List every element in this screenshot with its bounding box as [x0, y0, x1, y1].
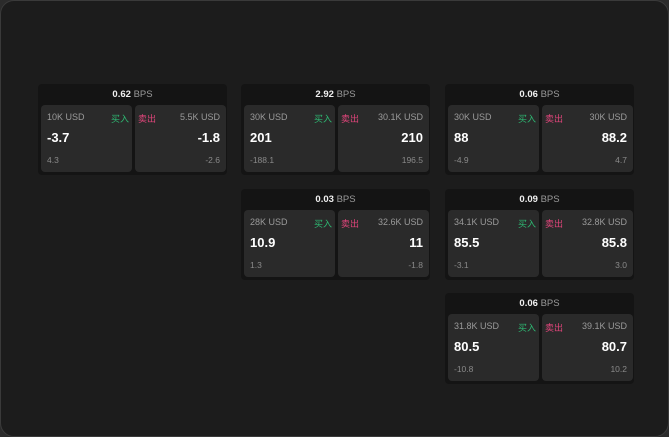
buy-price: 85.5 — [454, 235, 480, 250]
quote-card: 0.06 BPS 31.8K USD 买入 80.5 -10.8 39.1K U… — [445, 293, 634, 384]
sell-side[interactable]: 30.1K USD 卖出 210 196.5 — [338, 105, 429, 172]
buy-quantity: 28K USD — [250, 217, 288, 227]
buy-side[interactable]: 28K USD 买入 10.9 1.3 — [244, 210, 335, 277]
buy-change: -3.1 — [454, 260, 469, 270]
sell-change: -1.8 — [408, 260, 423, 270]
spread-header: 0.06 BPS — [445, 293, 634, 314]
buy-price: 201 — [250, 130, 272, 145]
sell-side[interactable]: 32.8K USD 卖出 85.8 3.0 — [542, 210, 633, 277]
spread-value: 0.06 — [519, 89, 538, 100]
sell-price: 88.2 — [601, 130, 627, 145]
spread-value: 0.62 — [112, 89, 131, 100]
sell-quantity: 30K USD — [589, 112, 627, 122]
sell-side[interactable]: 32.6K USD 卖出 11 -1.8 — [338, 210, 429, 277]
spread-value: 0.03 — [315, 194, 334, 205]
spread-header: 0.09 BPS — [445, 189, 634, 210]
sell-price: -1.8 — [197, 130, 220, 145]
quote-card: 0.06 BPS 30K USD 买入 88 -4.9 30K USD 卖出 8… — [445, 84, 634, 175]
spread-header: 2.92 BPS — [241, 84, 430, 105]
quote-card: 0.09 BPS 34.1K USD 买入 85.5 -3.1 32.8K US… — [445, 189, 634, 280]
spread-unit: BPS — [540, 194, 560, 205]
buy-price: 88 — [454, 130, 469, 145]
buy-quantity: 10K USD — [47, 112, 85, 122]
quote-card: 2.92 BPS 30K USD 买入 201 -188.1 30.1K USD… — [241, 84, 430, 175]
buy-side[interactable]: 30K USD 买入 201 -188.1 — [244, 105, 335, 172]
buy-quantity: 31.8K USD — [454, 321, 500, 331]
sell-label: 卖出 — [341, 219, 360, 229]
sell-price: 85.8 — [601, 235, 627, 250]
buy-label: 买入 — [110, 114, 129, 124]
quote-card: 0.03 BPS 28K USD 买入 10.9 1.3 32.6K USD 卖… — [241, 189, 430, 280]
buy-label: 买入 — [517, 323, 536, 333]
spread-unit: BPS — [540, 298, 560, 309]
sell-quantity: 5.5K USD — [179, 112, 220, 122]
sell-label: 卖出 — [545, 323, 564, 333]
buy-quantity: 30K USD — [454, 112, 492, 122]
buy-label: 买入 — [517, 114, 536, 124]
quote-card: 0.62 BPS 10K USD 买入 -3.7 4.3 5.5K USD 卖出… — [38, 84, 227, 175]
buy-side[interactable]: 30K USD 买入 88 -4.9 — [448, 105, 539, 172]
sell-change: -2.6 — [205, 155, 220, 165]
buy-change: -4.9 — [454, 155, 469, 165]
sell-label: 卖出 — [545, 219, 564, 229]
buy-price: -3.7 — [47, 130, 70, 145]
buy-change: 1.3 — [250, 260, 262, 270]
buy-change: -10.8 — [454, 364, 474, 374]
sell-price: 11 — [409, 235, 423, 250]
buy-price: 10.9 — [250, 235, 276, 250]
spread-header: 0.62 BPS — [38, 84, 227, 105]
spread-header: 0.03 BPS — [241, 189, 430, 210]
sell-change: 10.2 — [610, 364, 627, 374]
sell-change: 4.7 — [615, 155, 627, 165]
spread-value: 2.92 — [315, 89, 334, 100]
sell-quantity: 39.1K USD — [581, 321, 627, 331]
buy-side[interactable]: 31.8K USD 买入 80.5 -10.8 — [448, 314, 539, 381]
spread-unit: BPS — [540, 89, 560, 100]
sell-quantity: 32.6K USD — [377, 217, 423, 227]
sell-price: 80.7 — [601, 339, 627, 354]
sell-label: 卖出 — [545, 114, 564, 124]
buy-label: 买入 — [313, 114, 332, 124]
sell-label: 卖出 — [341, 114, 360, 124]
buy-change: -188.1 — [250, 155, 275, 165]
buy-quantity: 30K USD — [250, 112, 288, 122]
spread-unit: BPS — [133, 89, 153, 100]
spread-unit: BPS — [336, 89, 356, 100]
buy-side[interactable]: 34.1K USD 买入 85.5 -3.1 — [448, 210, 539, 277]
spread-value: 0.06 — [519, 298, 538, 309]
sell-quantity: 30.1K USD — [377, 112, 423, 122]
spread-value: 0.09 — [519, 194, 538, 205]
sell-price: 210 — [401, 130, 423, 145]
buy-label: 买入 — [517, 219, 536, 229]
spread-header: 0.06 BPS — [445, 84, 634, 105]
buy-price: 80.5 — [454, 339, 480, 354]
spread-unit: BPS — [336, 194, 356, 205]
sell-side[interactable]: 5.5K USD 卖出 -1.8 -2.6 — [135, 105, 226, 172]
sell-side[interactable]: 39.1K USD 卖出 80.7 10.2 — [542, 314, 633, 381]
sell-change: 196.5 — [401, 155, 423, 165]
sell-change: 3.0 — [615, 260, 627, 270]
sell-quantity: 32.8K USD — [581, 217, 627, 227]
sell-label: 卖出 — [138, 114, 157, 124]
buy-side[interactable]: 10K USD 买入 -3.7 4.3 — [41, 105, 132, 172]
buy-change: 4.3 — [47, 155, 59, 165]
buy-label: 买入 — [313, 219, 332, 229]
sell-side[interactable]: 30K USD 卖出 88.2 4.7 — [542, 105, 633, 172]
buy-quantity: 34.1K USD — [454, 217, 500, 227]
